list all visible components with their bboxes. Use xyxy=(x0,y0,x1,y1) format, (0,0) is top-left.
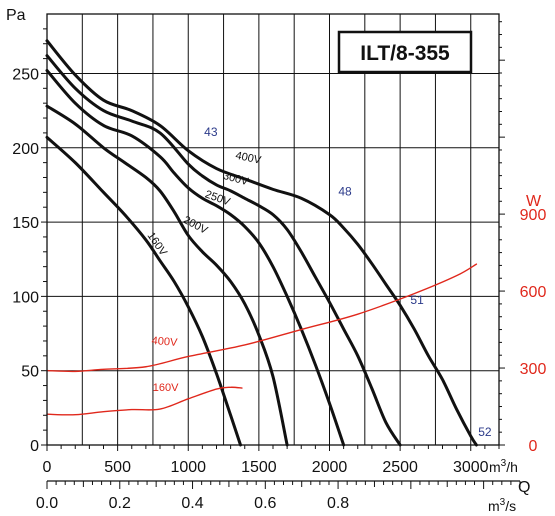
x2-unit-base: m xyxy=(488,498,500,514)
x-tick-label: 3000 xyxy=(453,459,489,476)
pressure-curve-160v xyxy=(45,135,243,447)
y-tick-label: 0 xyxy=(30,438,39,455)
chart-title: ILT/8-355 xyxy=(360,42,450,65)
y-tick-label: 50 xyxy=(21,364,39,381)
pressure-curve-200v xyxy=(45,104,289,447)
y-right-tick-label: 900 xyxy=(520,207,547,224)
model-title-box: ILT/8-355 xyxy=(337,30,473,74)
operating-point-label: 52 xyxy=(478,425,492,439)
x-unit-base: m xyxy=(489,459,501,475)
power-curves xyxy=(46,263,478,416)
power-curve-label: 400V xyxy=(151,335,178,349)
curve-label: 300V xyxy=(222,170,251,188)
x-unit-suffix: /h xyxy=(506,459,518,475)
x2-axis-symbol: Q xyxy=(518,479,530,496)
pressure-curve-400v xyxy=(45,39,478,447)
x-unit-exp: 3 xyxy=(501,458,507,469)
operating-point-label: 43 xyxy=(204,125,218,139)
x2-axis-label: m3/s xyxy=(488,497,516,514)
y-tick-label: 200 xyxy=(12,141,39,158)
power-curve-160v xyxy=(46,386,243,416)
power-curve-400v xyxy=(46,263,478,373)
power-curve-label: 160V xyxy=(153,382,179,394)
curve-label: 400V xyxy=(234,150,262,167)
x-tick-label: 0 xyxy=(43,459,52,476)
x2-tick-label: 0.6 xyxy=(254,495,276,512)
y-tick-label: 150 xyxy=(12,215,39,232)
x-tick-label: 1500 xyxy=(241,459,277,476)
pressure-curve-300v xyxy=(45,54,402,447)
pressure-curves xyxy=(45,39,478,447)
plot-frame xyxy=(46,13,500,446)
y-tick-label: 100 xyxy=(12,289,39,306)
y-right-tick-label: 600 xyxy=(520,284,547,301)
x-tick-label: 1000 xyxy=(170,459,206,476)
y-tick-label: 250 xyxy=(12,66,39,83)
x2-tick-label: 0.2 xyxy=(109,495,131,512)
y-axis-right-label: W xyxy=(526,193,542,210)
x-tick-label: 2500 xyxy=(382,459,418,476)
grid xyxy=(47,14,499,445)
y-right-tick-label: 0 xyxy=(529,438,538,455)
x-tick-label: 500 xyxy=(104,459,131,476)
x2-tick-label: 0.0 xyxy=(36,495,58,512)
x2-tick-label: 0.4 xyxy=(181,495,203,512)
x-axis-label: m3/h xyxy=(489,458,518,475)
operating-point-label: 51 xyxy=(410,293,424,307)
x2-tick-label: 0.8 xyxy=(327,495,349,512)
pressure-curve-250v xyxy=(45,68,346,447)
x-tick-label: 2000 xyxy=(312,459,348,476)
y-right-tick-label: 300 xyxy=(520,361,547,378)
model-title-frame xyxy=(337,30,473,74)
x2-unit-exp: 3 xyxy=(500,497,506,508)
y-axis-label: Pa xyxy=(6,7,26,24)
x2-unit-suffix: /s xyxy=(505,498,516,514)
operating-point-label: 48 xyxy=(338,184,352,198)
